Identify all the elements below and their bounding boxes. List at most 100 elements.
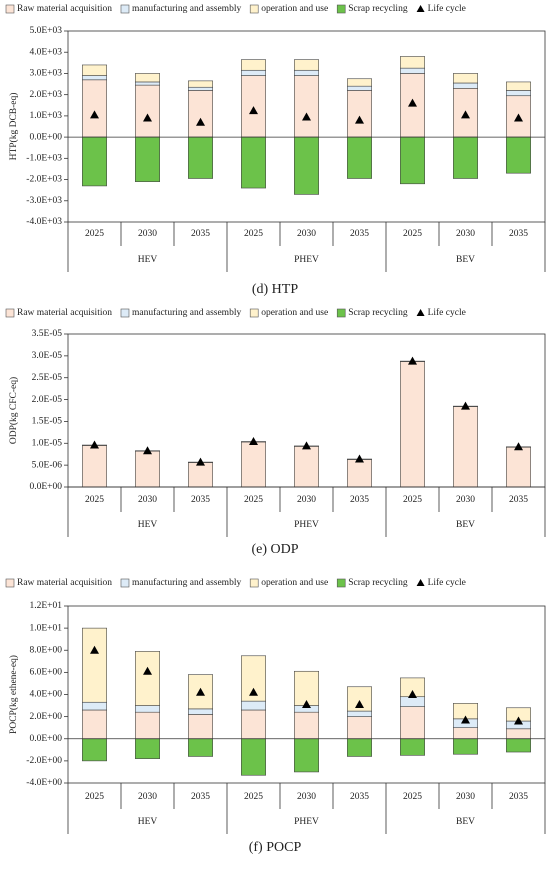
bar-segment [82,627,107,703]
bar-segment [188,714,213,740]
group-label: BEV [456,817,475,827]
life-cycle-marker [355,699,364,708]
bar-segment [294,75,319,138]
caption: (f) POCP [249,840,302,855]
x-tick-label: 2025 [403,229,422,239]
bar-segment [347,710,372,717]
x-tick-label: 2035 [509,495,528,505]
y-tick-label: 2.0E+00 [29,712,62,722]
legend-swatch [249,308,259,318]
bar-segment [82,445,107,488]
bar-segment [82,79,107,138]
legend-swatch [249,578,259,588]
x-tick-label: 2035 [509,229,528,239]
legend-label: Life cycle [428,577,466,588]
life-cycle-marker [302,699,311,708]
bar-segment [135,738,160,759]
life-cycle-marker [90,645,99,654]
legend-label: Scrap recycling [348,308,408,318]
x-tick-label: 2030 [138,229,157,239]
bar-segment [294,446,319,488]
life-cycle-marker [249,106,258,115]
life-cycle-marker [143,113,152,122]
bar-segment [347,738,372,757]
x-tick-label: 2025 [85,792,104,802]
legend-swatch [120,578,130,588]
y-tick-label: -3.0E+03 [26,196,62,206]
y-tick-label: 1.0E+03 [29,111,62,121]
legend-swatch [5,578,15,588]
life-cycle-marker [514,113,523,122]
group-label: HEV [138,817,158,827]
y-axis-title: POCP(kg ethene-eq) [8,655,19,734]
y-tick-label: 0.0E+00 [29,482,62,492]
y-tick-label: 1.5E-05 [32,417,63,427]
y-tick-label: -1.0E+03 [26,154,62,164]
bar-segment [135,705,160,713]
group-label: PHEV [294,817,319,827]
x-tick-label: 2025 [244,495,263,505]
bar-segment [347,716,372,740]
legend-label: Raw material acquisition [17,4,112,14]
bar-segment [241,69,266,76]
legend-swatch [5,308,15,318]
bar-segment [294,59,319,71]
x-tick-label: 2030 [297,229,316,239]
bar-segment [347,90,372,138]
x-tick-label: 2025 [244,792,263,802]
bar-segment [135,84,160,138]
bar-segment [294,711,319,740]
y-tick-label: 4.0E+00 [29,690,62,700]
plot-frame [67,30,546,223]
life-cycle-marker [408,98,417,107]
bar-segment [294,738,319,773]
legend-swatch [336,578,346,588]
legend-label: manufacturing and assembly [132,577,241,588]
life-cycle-marker [196,457,205,466]
bar-segment [188,86,213,91]
bar-segment [400,738,425,756]
life-cycle-marker [408,690,417,698]
life-cycle-marker [143,666,152,675]
x-tick-label: 2030 [456,495,475,505]
bar-segment [82,701,107,711]
bar-segment [294,69,319,76]
x-tick-label: 2025 [85,229,104,239]
bar-segment [506,738,531,753]
bar-segment [82,709,107,740]
caption: (d) HTP [252,282,298,297]
bar-segment [188,136,213,179]
life-cycle-marker [249,687,258,696]
life-cycle-marker [196,117,205,126]
x-tick-label: 2035 [350,229,369,239]
group-label: HEV [138,255,158,265]
group-label: PHEV [294,255,319,265]
bar-segment [453,73,478,84]
y-tick-label: 2.0E-05 [32,395,63,405]
y-tick-label: 6.0E+00 [29,668,62,678]
y-tick-label: -4.0E+00 [26,778,62,788]
y-tick-label: -4.0E+03 [26,217,62,227]
y-tick-label: 2.0E+03 [29,90,62,100]
y-tick-label: 0.0E+00 [29,132,62,142]
y-tick-label: 1.0E+01 [29,623,62,633]
bar-segment [188,462,213,488]
group-label: HEV [138,520,158,530]
life-cycle-marker [143,446,152,455]
y-tick-label: 1.0E-05 [32,438,63,448]
bar-segment [188,708,213,715]
legend-label: Raw material acquisition [17,308,112,318]
x-tick-label: 2025 [244,229,263,239]
x-tick-label: 2035 [509,792,528,802]
bar-segment [241,441,266,488]
bar-segment [506,90,531,97]
y-axis-title: ODP(kg CFC-eq) [8,377,19,444]
x-tick-label: 2030 [456,229,475,239]
bar-segment [135,81,160,86]
bar-segment [400,696,425,707]
legend-swatch [249,4,259,14]
y-tick-label: 5.0E-06 [32,460,63,470]
bar-segment [400,136,425,185]
bar-segment [241,59,266,71]
legend-label: Life cycle [428,3,466,14]
